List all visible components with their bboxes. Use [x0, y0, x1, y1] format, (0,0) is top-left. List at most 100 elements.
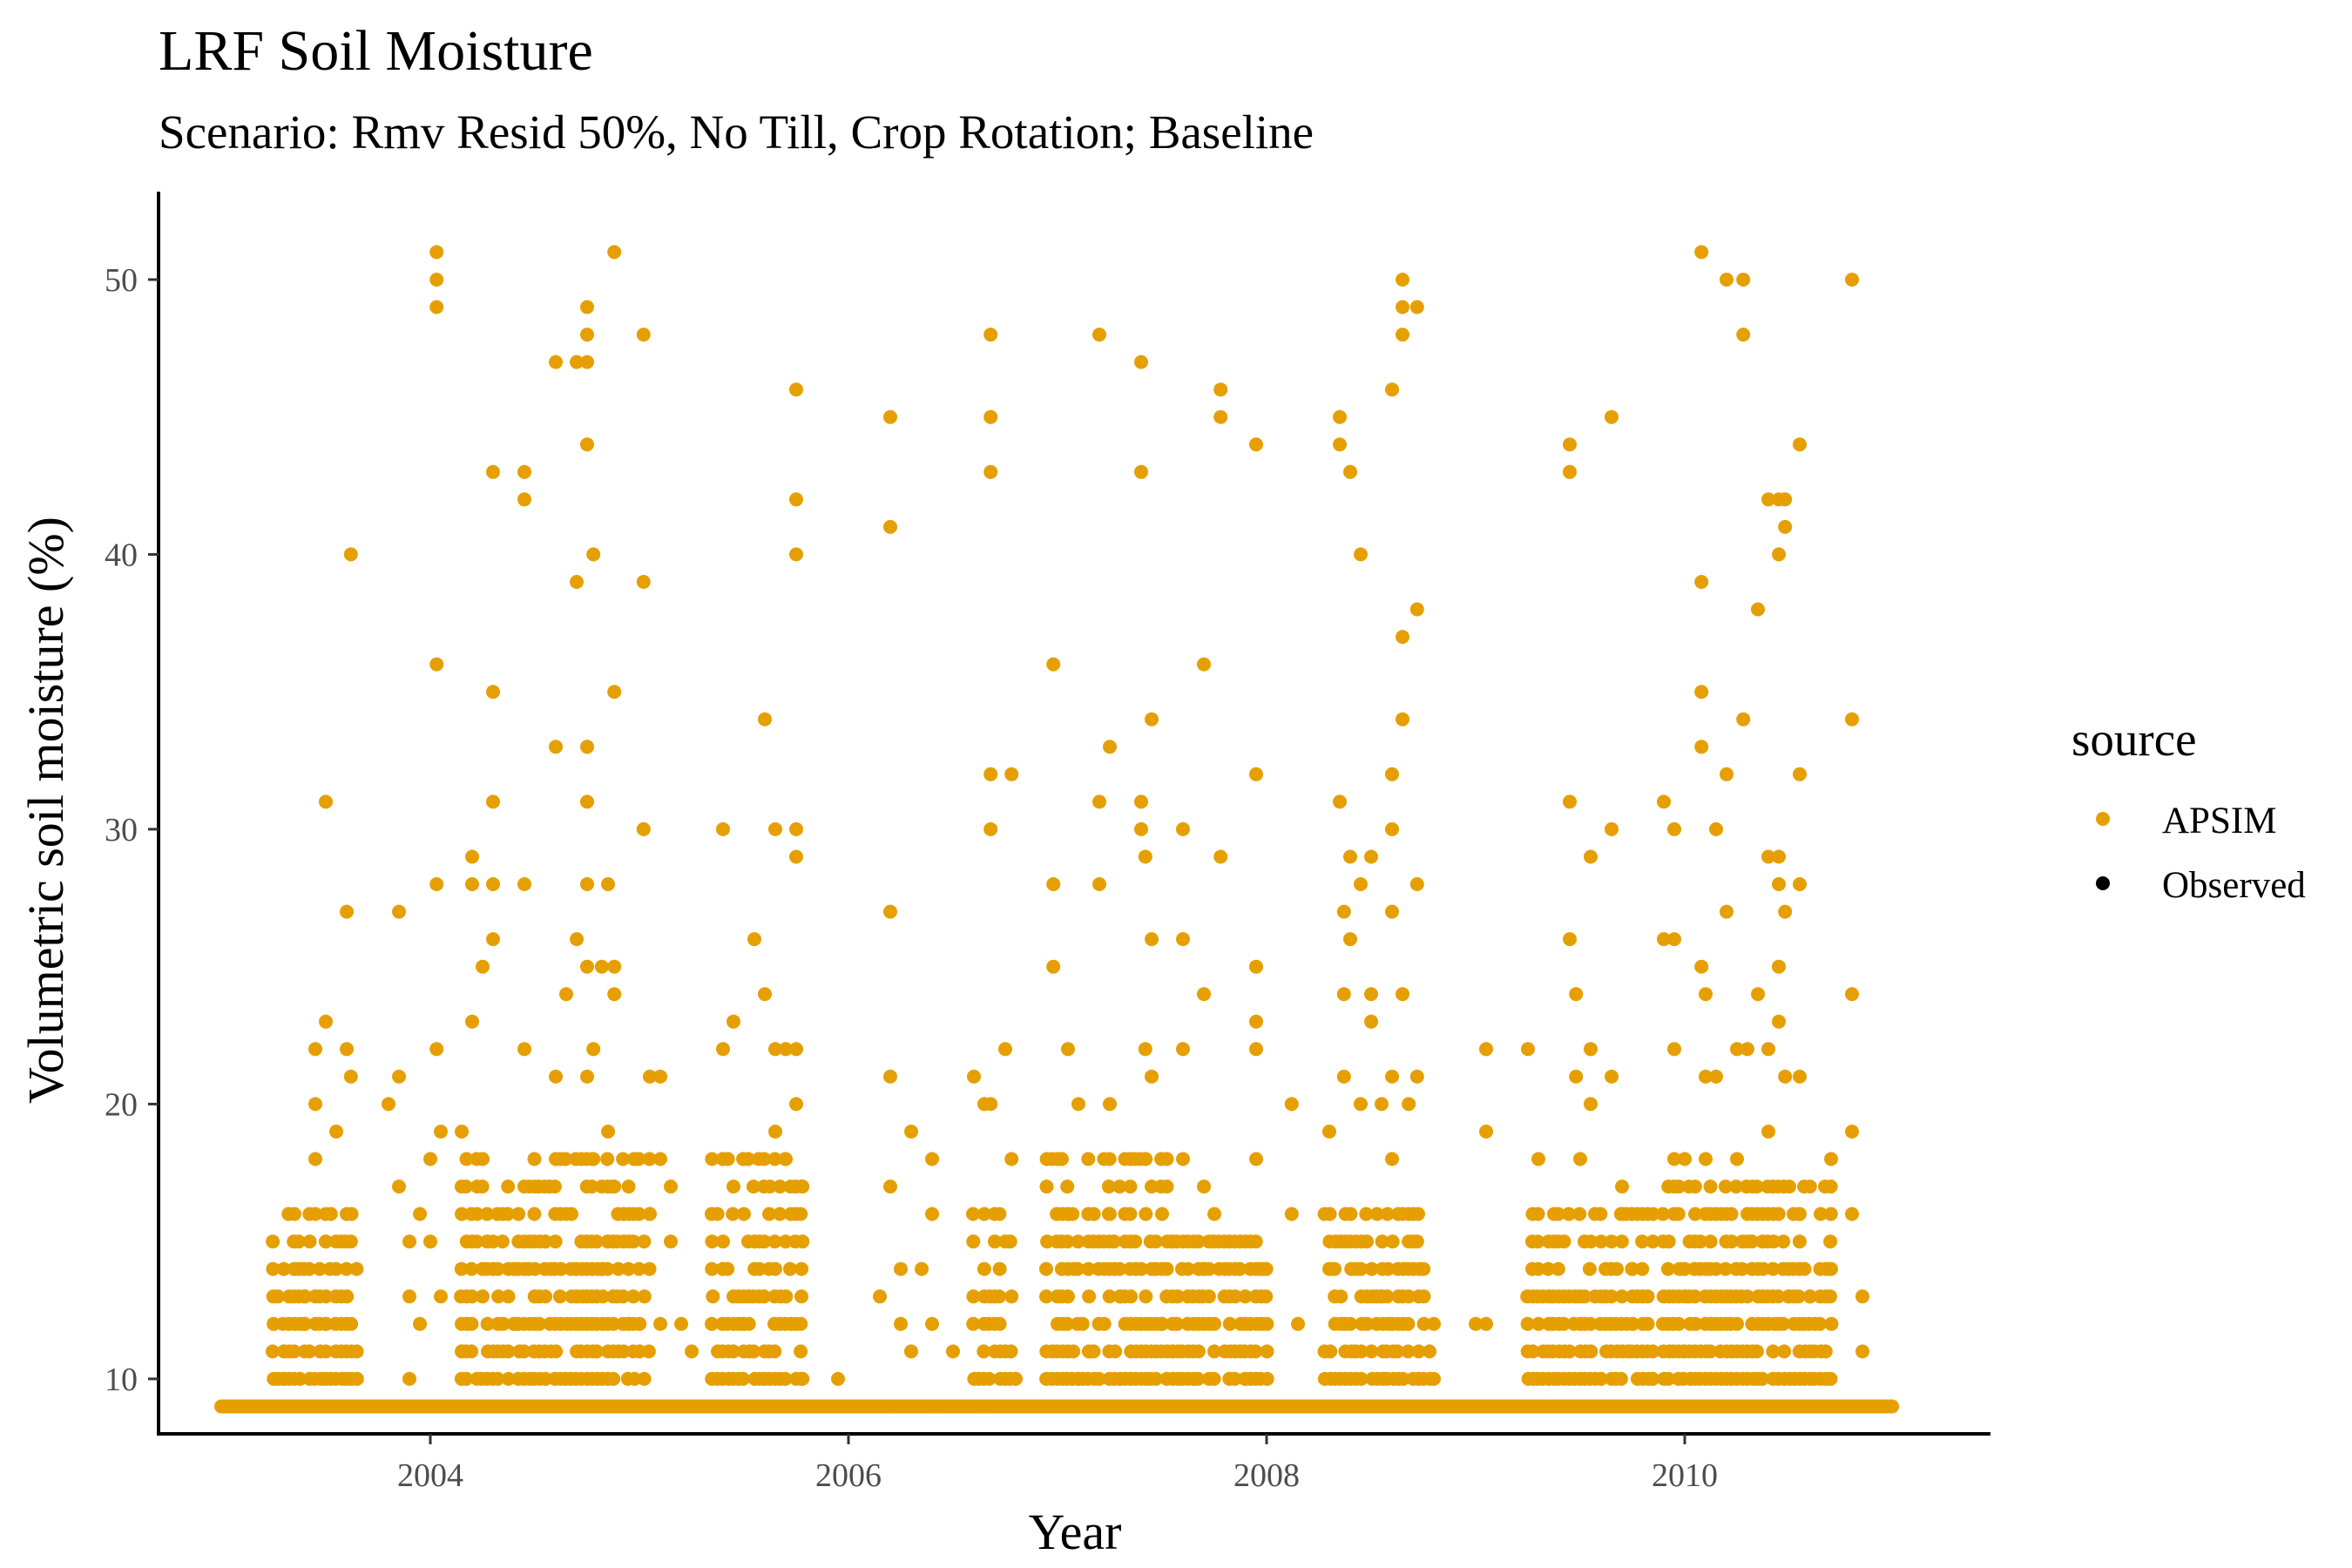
data-point [496, 1316, 510, 1331]
data-point [795, 1234, 810, 1249]
y-axis-ticks: 10 20 30 40 50 [105, 262, 159, 1398]
data-point [1060, 1316, 1075, 1331]
data-point [340, 1042, 354, 1057]
data-point [1552, 1344, 1566, 1359]
data-point [1671, 1206, 1686, 1221]
data-point [486, 932, 500, 947]
data-point [998, 1042, 1012, 1057]
data-point [1396, 328, 1409, 342]
data-point [716, 1234, 730, 1249]
data-point [1103, 1097, 1117, 1112]
data-point [1427, 1371, 1441, 1386]
data-point [1688, 1316, 1703, 1331]
data-point [1354, 547, 1368, 562]
series-apsim [214, 245, 1900, 1414]
data-point [455, 1125, 469, 1139]
data-point [1238, 1289, 1253, 1304]
data-point [1291, 1316, 1305, 1331]
data-point [1729, 1179, 1744, 1194]
data-point [789, 1042, 803, 1057]
data-point [1740, 1042, 1754, 1057]
data-point [883, 519, 897, 534]
data-point [1159, 1152, 1174, 1166]
data-point [554, 1261, 569, 1276]
data-point [1402, 1289, 1416, 1304]
data-point [1813, 1316, 1828, 1331]
data-point [601, 1344, 615, 1359]
data-point [1176, 1042, 1190, 1057]
data-point [1782, 1289, 1796, 1304]
data-point [1409, 300, 1424, 314]
data-point [464, 1289, 479, 1304]
data-point [319, 1289, 334, 1304]
data-point [716, 1152, 730, 1166]
data-point [779, 1289, 794, 1304]
data-point [1605, 1069, 1619, 1084]
data-point [1004, 1289, 1019, 1304]
data-point [594, 1261, 609, 1276]
data-point [1354, 1097, 1368, 1112]
data-point [757, 1152, 772, 1166]
data-point [580, 300, 594, 314]
data-point [616, 1289, 631, 1304]
data-point [925, 1206, 939, 1221]
data-point [1551, 1261, 1565, 1276]
data-point [1354, 1344, 1369, 1359]
data-point [1123, 1179, 1138, 1194]
data-point [977, 1206, 991, 1221]
data-point [1730, 1042, 1744, 1057]
data-point [1375, 1289, 1389, 1304]
data-point [1751, 1261, 1765, 1276]
data-point [710, 1206, 725, 1221]
data-point [1416, 1289, 1431, 1304]
data-point [1354, 1371, 1369, 1386]
data-point [302, 1344, 317, 1359]
data-point [757, 1234, 772, 1249]
data-point [266, 1344, 280, 1359]
data-point [423, 1234, 437, 1249]
data-point [1213, 409, 1228, 424]
data-point [1614, 1289, 1629, 1304]
data-point [1720, 904, 1734, 919]
data-point [1661, 1234, 1676, 1249]
data-point [429, 877, 444, 891]
data-point [621, 1179, 636, 1194]
data-point [517, 492, 531, 507]
data-point [1814, 1206, 1828, 1221]
data-point [429, 657, 444, 672]
data-point [642, 1261, 657, 1276]
y-tick-label: 10 [105, 1362, 138, 1398]
data-point [1761, 492, 1775, 507]
data-point [1213, 849, 1228, 864]
data-point [580, 877, 594, 891]
data-point [413, 1206, 427, 1221]
data-point [983, 1097, 998, 1112]
data-point [894, 1261, 908, 1276]
data-point [580, 355, 594, 369]
data-point [1604, 1289, 1619, 1304]
data-point [747, 1344, 761, 1359]
data-point [429, 245, 444, 260]
data-point [966, 1234, 981, 1249]
data-point [1824, 1152, 1838, 1166]
data-point [983, 767, 998, 781]
data-point [313, 1261, 327, 1276]
data-point [1385, 821, 1399, 836]
data-point [992, 1206, 1007, 1221]
data-point [1755, 1371, 1770, 1386]
data-point [1112, 1179, 1127, 1194]
x-tick-label: 2008 [1233, 1457, 1300, 1494]
data-point [783, 1261, 797, 1276]
data-point [1749, 1179, 1764, 1194]
data-point [339, 1261, 354, 1276]
data-point [1803, 1289, 1817, 1304]
data-point [1097, 1316, 1112, 1331]
data-point [343, 547, 358, 562]
data-point [1708, 1261, 1723, 1276]
data-point [1145, 1179, 1159, 1194]
data-point [1233, 1261, 1247, 1276]
data-point [1385, 1069, 1399, 1084]
data-point [1369, 1206, 1384, 1221]
data-point [1613, 1371, 1628, 1386]
data-point [1563, 437, 1577, 452]
